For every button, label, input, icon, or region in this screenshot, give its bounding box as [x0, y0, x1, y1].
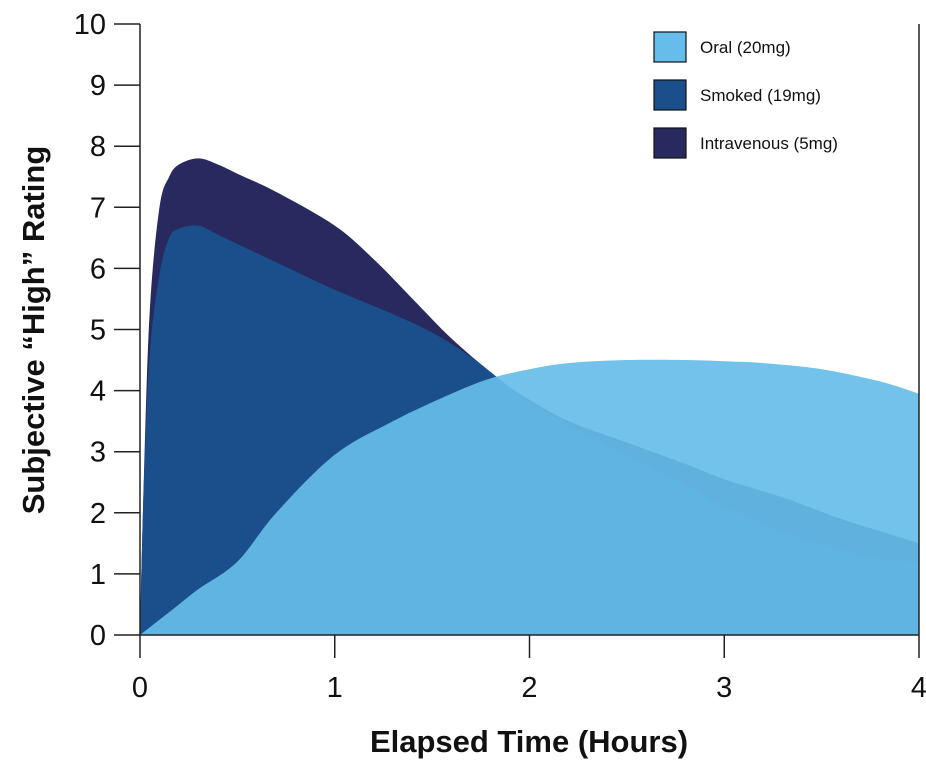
x-tick-label: 0: [132, 672, 148, 704]
y-axis-title: Subjective “High” Rating: [16, 146, 51, 515]
y-tick-label: 7: [90, 192, 106, 224]
y-tick-label: 6: [90, 253, 106, 285]
chart-ticks: 0 1 2 3 4 5 6 7 8 9 10 0 1 2 3 4: [74, 9, 926, 704]
y-tick-label: 4: [90, 376, 106, 408]
y-tick-label: 10: [74, 9, 106, 41]
x-tick-label: 4: [911, 672, 926, 704]
y-tick-label: 0: [90, 620, 106, 652]
legend-label: Oral (20mg): [700, 38, 791, 57]
x-tick-label: 2: [521, 672, 537, 704]
y-tick-label: 9: [90, 70, 106, 102]
y-tick-label: 3: [90, 437, 106, 469]
legend-label: Intravenous (5mg): [700, 134, 838, 153]
y-tick-label: 1: [90, 559, 106, 591]
y-tick-label: 2: [90, 498, 106, 530]
legend-swatch: [653, 31, 687, 63]
y-tick-label: 5: [90, 315, 106, 347]
y-tick-label: 8: [90, 131, 106, 163]
legend: Oral (20mg) Smoked (19mg) Intravenous (5mg…: [653, 31, 838, 159]
chart-areas: [140, 158, 919, 636]
x-axis-title: Elapsed Time (Hours): [370, 724, 688, 759]
series-area-oral: [140, 359, 919, 635]
legend-label: Smoked (19mg): [700, 86, 821, 105]
legend-swatch: [653, 127, 687, 159]
legend-swatch: [653, 79, 687, 111]
x-tick-label: 3: [716, 672, 732, 704]
x-tick-label: 1: [327, 672, 343, 704]
